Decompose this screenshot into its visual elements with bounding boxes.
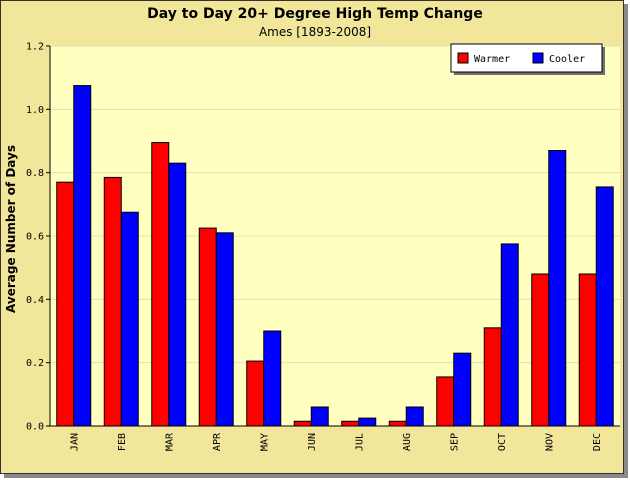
bar-cooler-apr (215, 232, 234, 427)
bar-warmer-nov (531, 273, 550, 427)
legend-swatch-warmer (457, 52, 469, 64)
legend-swatch-cooler (532, 52, 544, 64)
bar-cooler-mar (168, 162, 187, 427)
bar-cooler-jan (73, 85, 92, 427)
chart-title: Day to Day 20+ Degree High Temp Change (147, 6, 483, 22)
y-tick-label: 1.0 (26, 105, 44, 116)
bar-cooler-oct (500, 243, 519, 427)
bar-warmer-jan (56, 181, 75, 427)
bar-warmer-aug (388, 420, 407, 427)
y-tick-label: 0.6 (26, 232, 44, 243)
bar-warmer-jun (293, 420, 312, 427)
x-tick-label: JUN (307, 433, 318, 451)
bars (56, 85, 614, 427)
bar-warmer-mar (151, 142, 170, 427)
x-tick-label: MAR (164, 432, 175, 451)
bar-cooler-aug (405, 406, 424, 427)
x-tick-label: SEP (449, 433, 460, 451)
legend-label-warmer: Warmer (474, 54, 510, 65)
x-tick-label: APR (212, 432, 223, 451)
y-tick-label: 0.0 (26, 422, 44, 433)
y-tick-label: 0.8 (26, 168, 44, 179)
legend-box (450, 43, 603, 73)
bar-warmer-may (246, 360, 265, 427)
legend-label-cooler: Cooler (549, 54, 585, 65)
bar-cooler-jul (358, 417, 377, 427)
x-tick-label: DEC (592, 433, 603, 451)
bar-warmer-sep (436, 376, 455, 427)
bar-cooler-feb (120, 211, 139, 427)
bar-warmer-dec (578, 273, 597, 427)
x-ticks: JAN FEB MAR APR MAY JUN JUL AUG SEP OCT NOV DEC (69, 432, 603, 451)
x-tick-label: MAY (259, 433, 270, 451)
bar-warmer-apr (198, 227, 217, 427)
x-tick-label: JUL (354, 433, 365, 451)
y-ticks: 0.0 0.2 0.4 0.6 0.8 1.0 1.2 (26, 42, 50, 433)
bar-warmer-jul (341, 420, 360, 427)
bar-warmer-oct (483, 327, 502, 427)
y-tick-label: 0.2 (26, 358, 44, 369)
bar-warmer-feb (103, 176, 122, 427)
x-tick-label: AUG (402, 433, 413, 451)
chart-subtitle: Ames [1893-2008] (259, 25, 371, 39)
bar-cooler-may (263, 330, 282, 427)
x-tick-label: JAN (69, 433, 80, 451)
y-tick-label: 1.2 (26, 42, 44, 53)
bar-cooler-dec (595, 186, 614, 427)
x-tick-label: FEB (117, 433, 128, 451)
y-tick-label: 0.4 (26, 295, 44, 306)
bar-cooler-nov (548, 150, 567, 427)
bar-cooler-jun (310, 406, 329, 427)
x-tick-label: NOV (544, 433, 555, 451)
legend: Warmer Cooler (450, 43, 605, 75)
y-axis-label: Average Number of Days (4, 145, 18, 313)
bar-cooler-sep (453, 352, 472, 427)
x-tick-label: OCT (497, 433, 508, 451)
